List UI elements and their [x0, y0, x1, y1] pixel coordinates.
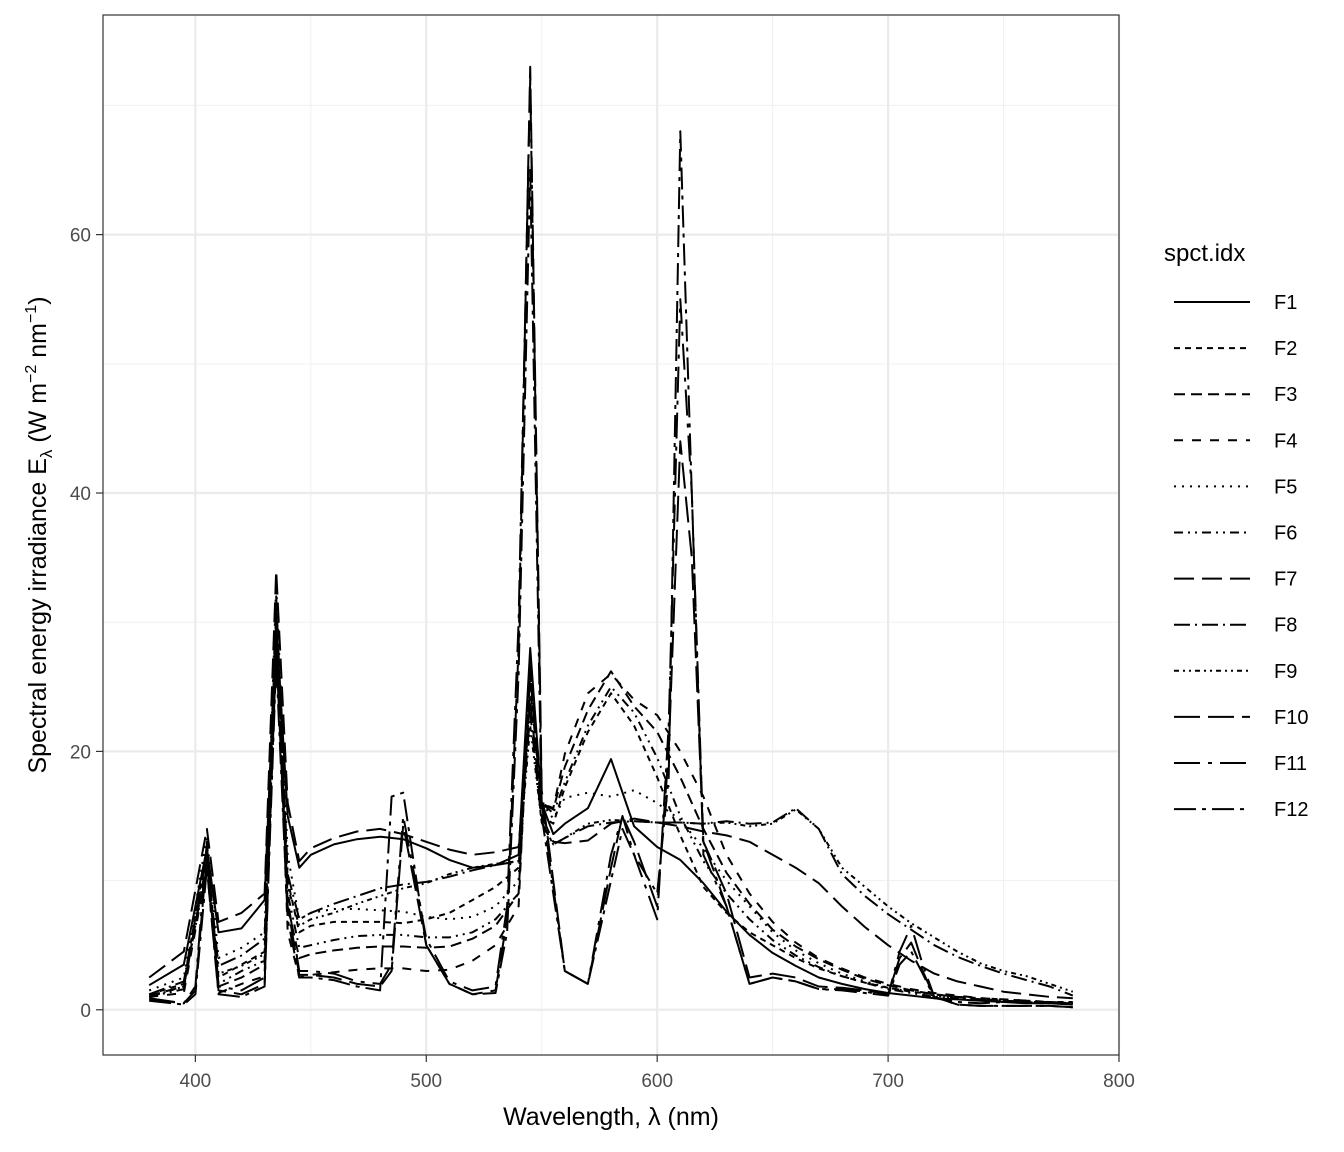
- y-axis-title-unit-open: (W m: [24, 383, 52, 450]
- series-line-f1: [148, 621, 1073, 1006]
- legend-label-f8: F8: [1274, 615, 1297, 637]
- series-layer: [148, 65, 1074, 1009]
- y-tick-label: 40: [70, 484, 91, 505]
- legend-label-f6: F6: [1274, 523, 1297, 545]
- legend-label-f2: F2: [1274, 338, 1297, 360]
- x-tick-label: 700: [872, 1071, 904, 1092]
- x-tick-label: 600: [641, 1071, 673, 1092]
- x-tick-label: 400: [180, 1071, 212, 1092]
- legend-label-f11: F11: [1274, 753, 1307, 775]
- legend-label-f7: F7: [1274, 569, 1297, 591]
- legend-label-f1: F1: [1274, 292, 1297, 314]
- x-tick-label: 500: [410, 1071, 442, 1092]
- legend: spct.idx F1 F2 F3 F4 F5 F6 F7 F8 F9 F10 F11 F12: [1164, 240, 1308, 821]
- y-axis-title-exp1: −2: [23, 365, 40, 383]
- series-line-f4: [149, 621, 1073, 1005]
- x-axis-title: Wavelength, λ (nm): [503, 1103, 719, 1131]
- panel-border: [102, 14, 1120, 1056]
- axes: 400 500 600 700 800 0 20 40 60: [70, 226, 1135, 1092]
- y-axis-title-exp2: −1: [23, 305, 40, 323]
- series-line-f3: [148, 621, 1073, 1005]
- y-axis-title-subscript: λ: [37, 449, 56, 458]
- legend-label-f12: F12: [1274, 799, 1308, 821]
- x-tick-label: 800: [1103, 1071, 1135, 1092]
- series-line-f7: [148, 569, 1073, 1000]
- legend-label-f10: F10: [1274, 707, 1308, 729]
- y-axis-title: Spectral energy irradiance Eλ (W m−2 nm−…: [23, 296, 56, 773]
- legend-label-f5: F5: [1274, 476, 1297, 498]
- series-line-f9: [148, 608, 1074, 998]
- legend-label-f9: F9: [1274, 661, 1297, 683]
- series-line-f6: [148, 608, 1073, 1005]
- series-line-f8: [148, 595, 1074, 997]
- y-tick-label: 60: [70, 226, 91, 247]
- y-axis-title-unit-mid: nm: [24, 323, 52, 365]
- y-tick-label: 20: [70, 742, 91, 763]
- y-axis-title-main: Spectral energy irradiance E: [24, 458, 52, 773]
- y-axis-title-unit-close: ): [24, 296, 52, 304]
- legend-label-f4: F4: [1274, 430, 1297, 452]
- legend-items: F1 F2 F3 F4 F5 F6 F7 F8 F9 F10 F11 F12: [1174, 292, 1308, 821]
- y-tick-label: 0: [80, 1001, 91, 1022]
- legend-label-f3: F3: [1274, 384, 1297, 406]
- series-line-f12: [149, 130, 1073, 1006]
- series-line-f11: [149, 78, 1073, 1009]
- series-line-f10: [149, 65, 1073, 1009]
- legend-title: spct.idx: [1164, 240, 1245, 267]
